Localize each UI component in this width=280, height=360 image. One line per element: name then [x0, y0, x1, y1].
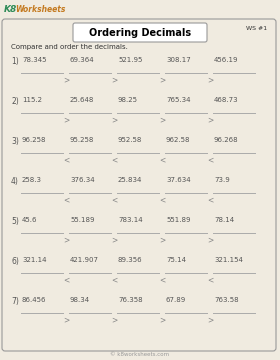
Text: 98.34: 98.34	[70, 297, 90, 303]
Text: K8: K8	[4, 5, 17, 14]
Text: 2): 2)	[11, 97, 19, 106]
Text: 5): 5)	[11, 217, 19, 226]
Text: <: <	[63, 195, 69, 204]
Text: 376.34: 376.34	[70, 177, 95, 183]
Text: 78.14: 78.14	[214, 217, 234, 223]
Text: Ordering Decimals: Ordering Decimals	[89, 28, 191, 38]
Text: <: <	[207, 195, 213, 204]
Text: >: >	[111, 315, 117, 324]
Text: Compare and order the decimals.: Compare and order the decimals.	[11, 44, 128, 50]
Text: 89.356: 89.356	[118, 257, 143, 263]
Text: >: >	[63, 235, 69, 244]
Text: >: >	[207, 235, 213, 244]
Text: <: <	[111, 195, 117, 204]
Text: 78.345: 78.345	[22, 57, 46, 63]
Text: 37.634: 37.634	[166, 177, 191, 183]
Text: <: <	[111, 155, 117, 164]
Text: 456.19: 456.19	[214, 57, 239, 63]
Text: >: >	[111, 115, 117, 124]
Text: >: >	[207, 315, 213, 324]
Text: <: <	[63, 275, 69, 284]
Text: >: >	[159, 315, 165, 324]
Text: 321.154: 321.154	[214, 257, 243, 263]
Text: 75.14: 75.14	[166, 257, 186, 263]
Text: 952.58: 952.58	[118, 137, 142, 143]
Text: 67.89: 67.89	[166, 297, 186, 303]
Text: >: >	[207, 115, 213, 124]
Text: <: <	[159, 275, 165, 284]
Text: 308.17: 308.17	[166, 57, 191, 63]
Text: 6): 6)	[11, 257, 19, 266]
Text: 95.258: 95.258	[70, 137, 94, 143]
FancyBboxPatch shape	[73, 23, 207, 42]
Text: © k8worksheets.com: © k8worksheets.com	[110, 352, 170, 357]
Text: 763.58: 763.58	[214, 297, 239, 303]
Text: <: <	[63, 155, 69, 164]
Text: 1): 1)	[11, 57, 19, 66]
Text: <: <	[207, 155, 213, 164]
Text: >: >	[63, 315, 69, 324]
Text: <: <	[159, 155, 165, 164]
Text: 962.58: 962.58	[166, 137, 190, 143]
Text: >: >	[159, 75, 165, 84]
Text: >: >	[63, 115, 69, 124]
Text: 96.258: 96.258	[22, 137, 46, 143]
Text: WS #1: WS #1	[246, 26, 267, 31]
Text: 551.89: 551.89	[166, 217, 190, 223]
Text: 73.9: 73.9	[214, 177, 230, 183]
Text: 783.14: 783.14	[118, 217, 143, 223]
Text: 86.456: 86.456	[22, 297, 46, 303]
Text: 321.14: 321.14	[22, 257, 46, 263]
Text: 521.95: 521.95	[118, 57, 142, 63]
Text: 421.907: 421.907	[70, 257, 99, 263]
Text: 55.189: 55.189	[70, 217, 94, 223]
Text: >: >	[63, 75, 69, 84]
Text: 7): 7)	[11, 297, 19, 306]
Text: 76.358: 76.358	[118, 297, 143, 303]
Text: Worksheets: Worksheets	[15, 5, 65, 14]
Text: <: <	[207, 275, 213, 284]
FancyBboxPatch shape	[2, 19, 276, 351]
Text: 98.25: 98.25	[118, 97, 138, 103]
Text: >: >	[207, 75, 213, 84]
Text: 765.34: 765.34	[166, 97, 190, 103]
Text: 3): 3)	[11, 137, 19, 146]
Text: <: <	[111, 275, 117, 284]
Text: 25.834: 25.834	[118, 177, 142, 183]
Text: 96.268: 96.268	[214, 137, 239, 143]
Text: >: >	[159, 235, 165, 244]
Text: 115.2: 115.2	[22, 97, 42, 103]
Text: >: >	[111, 235, 117, 244]
Text: >: >	[111, 75, 117, 84]
Text: 258.3: 258.3	[22, 177, 42, 183]
Text: >: >	[159, 115, 165, 124]
Text: <: <	[159, 195, 165, 204]
Text: 69.364: 69.364	[70, 57, 95, 63]
Text: 45.6: 45.6	[22, 217, 38, 223]
Text: 25.648: 25.648	[70, 97, 94, 103]
Text: 4): 4)	[11, 177, 19, 186]
Text: 468.73: 468.73	[214, 97, 239, 103]
